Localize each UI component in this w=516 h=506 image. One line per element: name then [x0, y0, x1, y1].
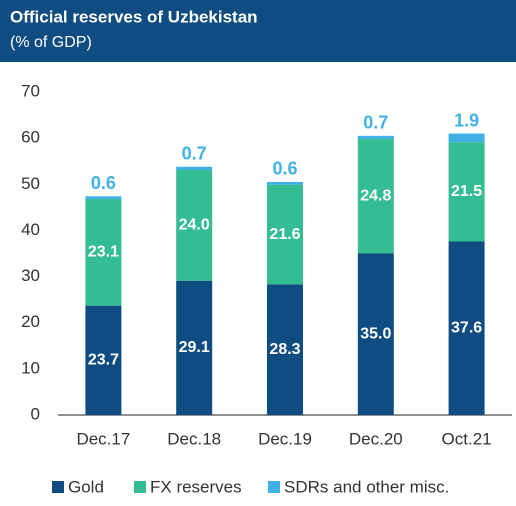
legend-swatch [134, 481, 146, 493]
x-tick-label: Dec.20 [349, 429, 403, 448]
bar-segment [448, 133, 485, 143]
y-tick-label: 10 [21, 358, 40, 377]
bar-segment [176, 280, 213, 415]
legend-label: SDRs and other misc. [284, 477, 449, 496]
bar-segment [85, 199, 122, 306]
data-label: 23.7 [88, 352, 119, 369]
legend-label: Gold [68, 477, 104, 496]
chart-title: Official reserves of Uzbekistan [10, 7, 258, 26]
bar-segment [267, 284, 303, 415]
chart-subtitle: (% of GDP) [10, 34, 92, 51]
x-tick-label: Dec.19 [258, 429, 312, 448]
legend-swatch [52, 481, 64, 493]
data-label: 35.0 [360, 325, 391, 342]
data-label: 0.6 [91, 173, 116, 193]
x-tick-label: Dec.17 [76, 429, 130, 448]
bar-segment [357, 139, 394, 254]
y-tick-label: 60 [21, 128, 40, 147]
y-tick-label: 30 [21, 266, 40, 285]
data-label: 37.6 [451, 319, 482, 336]
bar-segment [176, 169, 213, 281]
data-label: 23.1 [88, 244, 119, 261]
data-label: 0.7 [182, 144, 207, 164]
bar-segment [85, 196, 122, 200]
data-label: 28.3 [269, 341, 300, 358]
bar-segment [448, 142, 485, 242]
x-tick-label: Oct.21 [442, 429, 492, 448]
bar-segment [267, 184, 303, 285]
data-label: 0.6 [272, 159, 297, 179]
data-label: 29.1 [179, 339, 210, 356]
data-label: 24.8 [360, 188, 391, 205]
title-box [0, 0, 516, 62]
data-label: 24.0 [179, 217, 210, 234]
bar-segment [267, 181, 303, 185]
data-label: 21.5 [451, 183, 482, 200]
data-label: 21.6 [269, 226, 300, 243]
x-tick-label: Dec.18 [167, 429, 221, 448]
bar-segment [357, 253, 394, 415]
y-tick-label: 40 [21, 220, 40, 239]
legend-swatch [268, 481, 280, 493]
bar-segment [176, 166, 213, 170]
data-label: 0.7 [363, 113, 388, 133]
y-tick-label: 50 [21, 174, 40, 193]
bar-segment [448, 241, 485, 415]
bar-segment [357, 135, 394, 140]
legend-label: FX reserves [150, 477, 242, 496]
y-tick-label: 0 [31, 404, 40, 423]
y-tick-label: 20 [21, 312, 40, 331]
y-tick-label: 70 [21, 81, 40, 100]
bar-segment [85, 305, 122, 415]
data-label: 1.9 [454, 110, 479, 130]
